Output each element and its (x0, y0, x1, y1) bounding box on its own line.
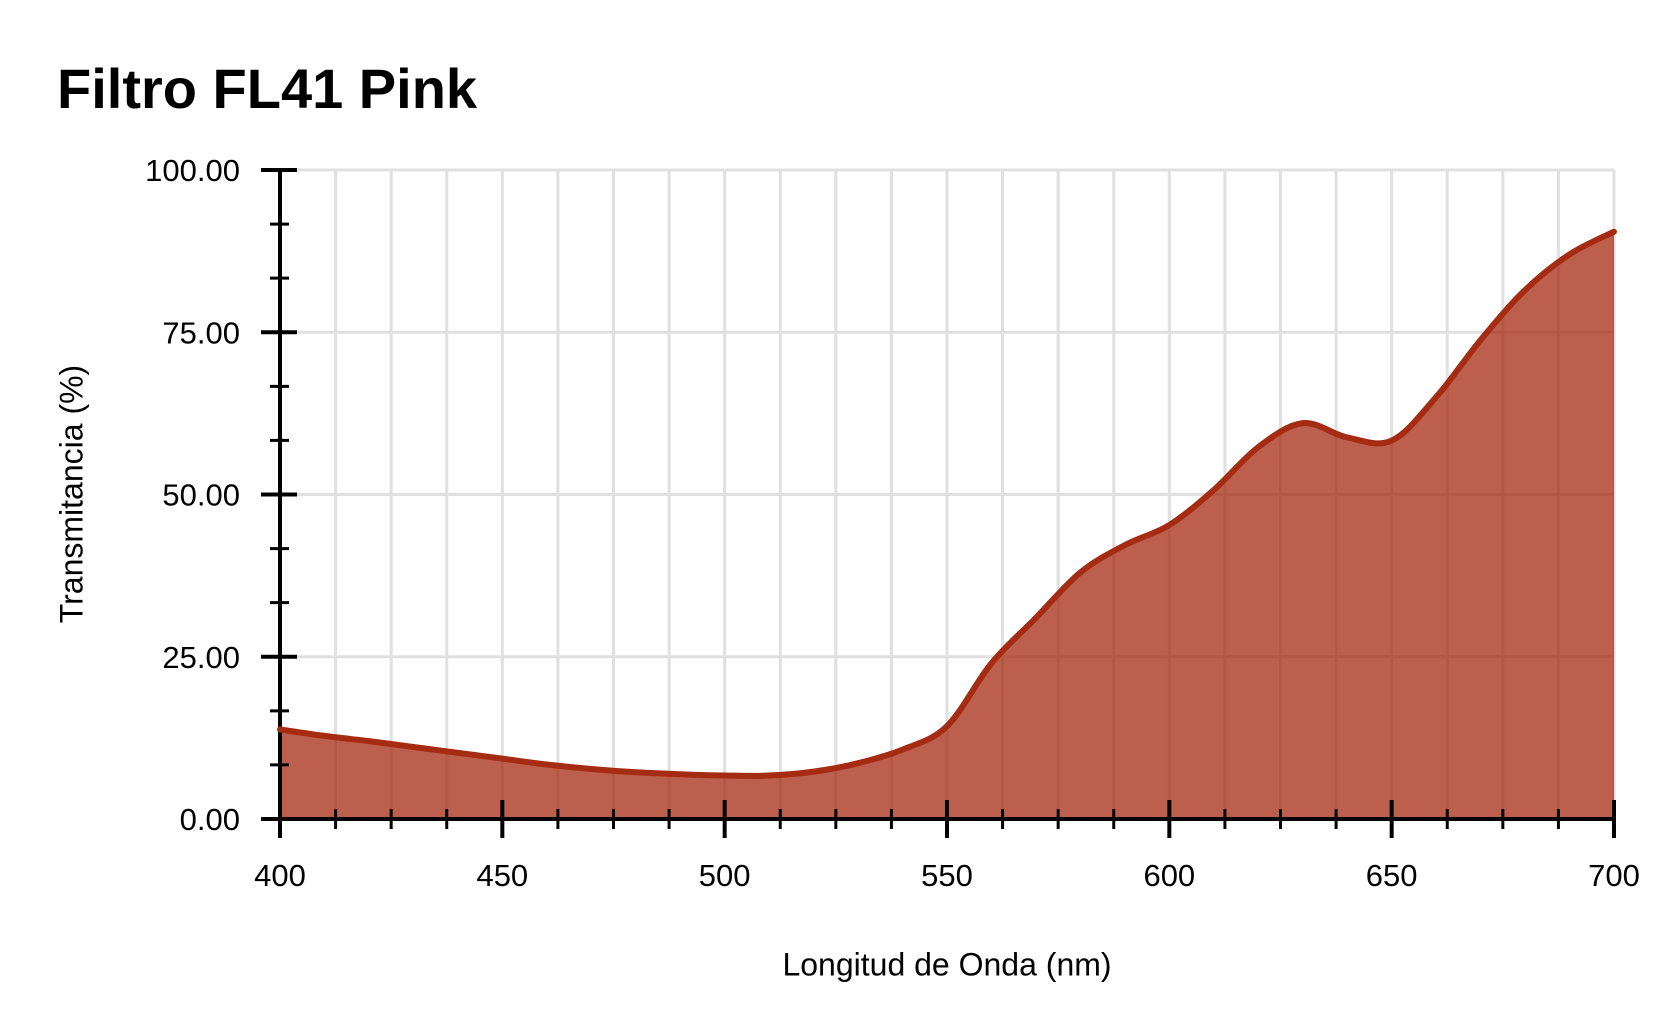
x-axis-title: Longitud de Onda (nm) (782, 946, 1112, 983)
y-tick-label: 100.00 (145, 153, 240, 188)
x-tick-label: 650 (1366, 858, 1418, 893)
y-tick-label: 50.00 (162, 478, 240, 513)
x-tick-label: 500 (699, 858, 751, 893)
y-tick-label: 0.00 (180, 802, 240, 837)
x-tick-label: 400 (254, 858, 306, 893)
x-tick-label: 700 (1588, 858, 1640, 893)
chart-title: Filtro FL41 Pink (57, 57, 478, 120)
y-tick-label: 75.00 (162, 315, 240, 350)
series-area-fill (280, 231, 1614, 819)
y-tick-label: 25.00 (162, 640, 240, 675)
series-line (277, 228, 1617, 779)
x-tick-label: 450 (476, 858, 528, 893)
x-tick-label: 600 (1143, 858, 1195, 893)
x-tick-label: 550 (921, 858, 973, 893)
